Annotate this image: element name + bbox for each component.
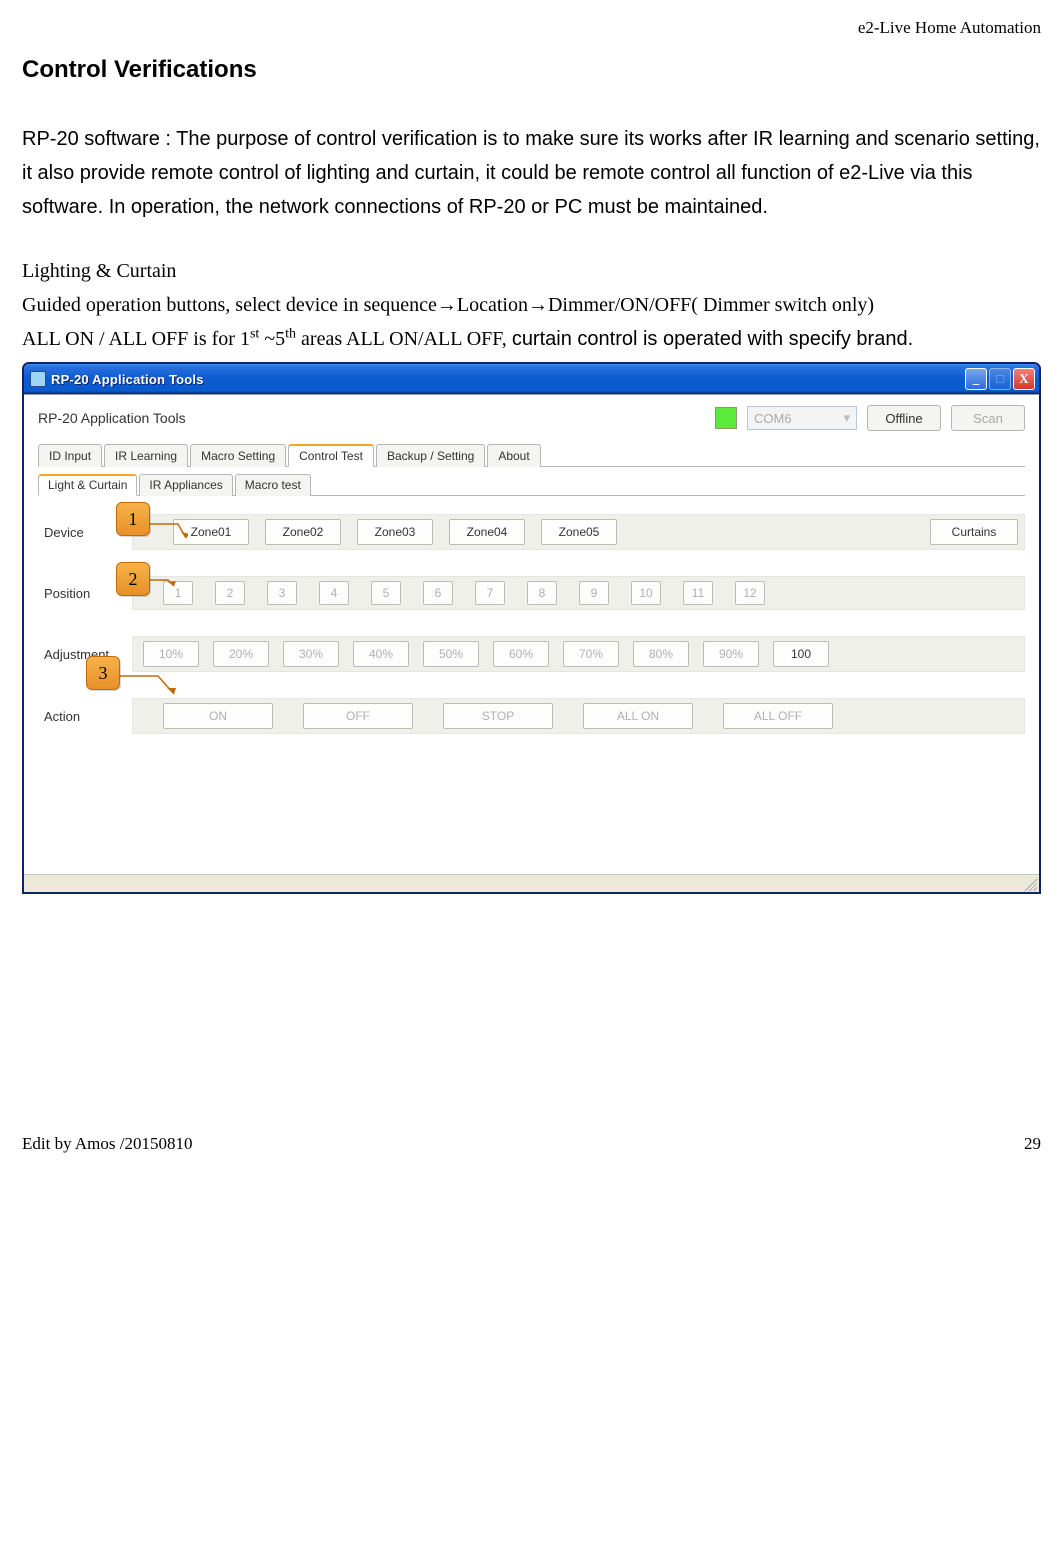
tab-ir-learning[interactable]: IR Learning (104, 444, 188, 467)
callout-1-pointer (148, 520, 188, 542)
app-window: RP-20 Application Tools _ □ X RP-20 Appl… (22, 362, 1041, 894)
chevron-down-icon: ▾ (843, 410, 850, 426)
text-seg: ALL ON / ALL OFF is for 1 (22, 328, 250, 350)
position-button[interactable]: 7 (475, 581, 505, 605)
text-seg: Location (457, 294, 528, 316)
tab-control-test[interactable]: Control Test (288, 444, 374, 467)
position-button[interactable]: 5 (371, 581, 401, 605)
on-button[interactable]: ON (163, 703, 273, 729)
toolbar-row: RP-20 Application Tools COM6 ▾ Offline S… (38, 405, 1025, 431)
subheading-lighting: Lighting & Curtain (22, 254, 1041, 288)
superscript: st (250, 326, 259, 341)
com-port-value: COM6 (754, 411, 792, 426)
text-seg: ~5 (259, 328, 285, 350)
position-row: Position 1 2 3 4 5 6 7 8 9 10 11 12 (44, 576, 1025, 610)
tab-backup-setting[interactable]: Backup / Setting (376, 444, 485, 467)
adjustment-button[interactable]: 10% (143, 641, 199, 667)
position-button[interactable]: 3 (267, 581, 297, 605)
subtab-macro-test[interactable]: Macro test (235, 474, 311, 496)
resize-grip-icon[interactable] (1023, 877, 1037, 891)
position-button[interactable]: 10 (631, 581, 661, 605)
maximize-button: □ (989, 368, 1011, 390)
off-button[interactable]: OFF (303, 703, 413, 729)
close-button[interactable]: X (1013, 368, 1035, 390)
text-seg: areas ALL ON/ALL OFF, (296, 328, 512, 350)
action-label: Action (44, 709, 132, 724)
app-icon (30, 371, 46, 387)
text-seg: Guided operation buttons, select device … (22, 294, 437, 316)
arrow-icon: → (437, 294, 457, 316)
position-button[interactable]: 2 (215, 581, 245, 605)
offline-button[interactable]: Offline (867, 405, 941, 431)
status-bar (24, 874, 1039, 892)
adjustment-buttons-bar: 10% 20% 30% 40% 50% 60% 70% 80% 90% 100 (132, 636, 1025, 672)
subtab-light-curtain[interactable]: Light & Curtain (38, 474, 137, 496)
adjustment-row: Adjustment 10% 20% 30% 40% 50% 60% 70% 8… (44, 636, 1025, 672)
all-off-button[interactable]: ALL OFF (723, 703, 833, 729)
adjustment-button[interactable]: 40% (353, 641, 409, 667)
allon-text: ALL ON / ALL OFF is for 1st ~5th areas A… (22, 322, 1041, 356)
app-label: RP-20 Application Tools (38, 410, 186, 426)
com-port-select[interactable]: COM6 ▾ (747, 406, 857, 430)
footer-page-number: 29 (1024, 1134, 1041, 1154)
superscript: th (285, 326, 296, 341)
zone-button[interactable]: Zone04 (449, 519, 525, 545)
window-body: RP-20 Application Tools COM6 ▾ Offline S… (24, 394, 1039, 874)
callout-3-pointer (118, 670, 178, 700)
stop-button[interactable]: STOP (443, 703, 553, 729)
intro-paragraph: RP-20 software : The purpose of control … (22, 122, 1041, 224)
callout-2: 2 (116, 562, 150, 596)
device-buttons-bar: Zone01 Zone02 Zone03 Zone04 Zone05 Curta… (132, 514, 1025, 550)
zone-button[interactable]: Zone05 (541, 519, 617, 545)
adjustment-button[interactable]: 60% (493, 641, 549, 667)
action-row: Action ON OFF STOP ALL ON ALL OFF (44, 698, 1025, 734)
main-tab-row: ID Input IR Learning Macro Setting Contr… (38, 443, 1025, 467)
footer-left: Edit by Amos /20150810 (22, 1134, 192, 1154)
callout-2-pointer (148, 574, 176, 590)
minimize-button[interactable]: _ (965, 368, 987, 390)
position-button[interactable]: 11 (683, 581, 713, 605)
arrow-icon: → (528, 294, 548, 316)
callout-1: 1 (116, 502, 150, 536)
guided-operation-text: Guided operation buttons, select device … (22, 288, 1041, 322)
adjustment-button[interactable]: 50% (423, 641, 479, 667)
tab-macro-setting[interactable]: Macro Setting (190, 444, 286, 467)
position-button[interactable]: 12 (735, 581, 765, 605)
adjustment-button[interactable]: 90% (703, 641, 759, 667)
text-seg: curtain control is operated with specify… (512, 328, 913, 350)
adjustment-button[interactable]: 30% (283, 641, 339, 667)
adjustment-button[interactable]: 20% (213, 641, 269, 667)
page-title: Control Verifications (22, 56, 1041, 84)
window-title-text: RP-20 Application Tools (51, 372, 204, 387)
position-buttons-bar: 1 2 3 4 5 6 7 8 9 10 11 12 (132, 576, 1025, 610)
tab-about[interactable]: About (487, 444, 540, 467)
doc-header-right: e2-Live Home Automation (22, 18, 1041, 38)
all-on-button[interactable]: ALL ON (583, 703, 693, 729)
tab-id-input[interactable]: ID Input (38, 444, 102, 467)
position-button[interactable]: 9 (579, 581, 609, 605)
sub-tab-row: Light & Curtain IR Appliances Macro test (38, 473, 1025, 496)
text-seg: Dimmer/ON/OFF( Dimmer switch only) (548, 294, 874, 316)
position-button[interactable]: 4 (319, 581, 349, 605)
control-area: 1 2 3 Device Zone01 Zone02 Zone03 Zone04… (38, 514, 1025, 734)
status-indicator (715, 407, 737, 429)
action-buttons-bar: ON OFF STOP ALL ON ALL OFF (132, 698, 1025, 734)
zone-button[interactable]: Zone02 (265, 519, 341, 545)
adjustment-button[interactable]: 80% (633, 641, 689, 667)
subtab-ir-appliances[interactable]: IR Appliances (139, 474, 232, 496)
position-button[interactable]: 8 (527, 581, 557, 605)
adjustment-button[interactable]: 70% (563, 641, 619, 667)
scan-button[interactable]: Scan (951, 405, 1025, 431)
curtains-button[interactable]: Curtains (930, 519, 1018, 545)
zone-button[interactable]: Zone03 (357, 519, 433, 545)
page-footer: Edit by Amos /20150810 29 (22, 1134, 1041, 1154)
device-row: Device Zone01 Zone02 Zone03 Zone04 Zone0… (44, 514, 1025, 550)
callout-3: 3 (86, 656, 120, 690)
adjustment-button[interactable]: 100 (773, 641, 829, 667)
position-button[interactable]: 6 (423, 581, 453, 605)
window-titlebar[interactable]: RP-20 Application Tools _ □ X (24, 364, 1039, 394)
